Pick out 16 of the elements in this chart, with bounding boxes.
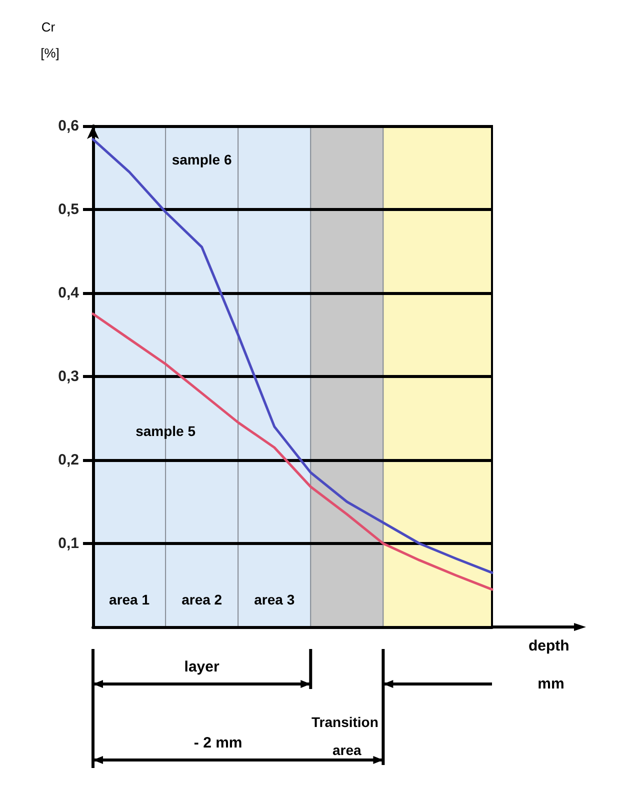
text: Transition area — [312, 714, 382, 758]
text: sample 6 — [172, 151, 232, 168]
annotation: area 3 — [254, 592, 295, 608]
y-tick-label: 0,6 — [58, 118, 79, 134]
text: layer — [184, 658, 220, 676]
y-tick-label: 0,5 — [58, 201, 79, 218]
y-tick-label: 0,3 — [58, 368, 79, 385]
annotation: area 1 — [109, 592, 150, 608]
y-tick-label: 0,1 — [58, 535, 79, 552]
annotation: area 2 — [182, 592, 222, 608]
y-tick-label: 0,2 — [58, 452, 79, 468]
y-tick-label: 0,4 — [58, 284, 80, 302]
y-axis-title: Cr [%] — [40, 20, 60, 60]
text: - 2 mm — [194, 734, 242, 752]
series-label: sample 5 — [136, 422, 196, 439]
text: depth mm — [528, 638, 570, 692]
